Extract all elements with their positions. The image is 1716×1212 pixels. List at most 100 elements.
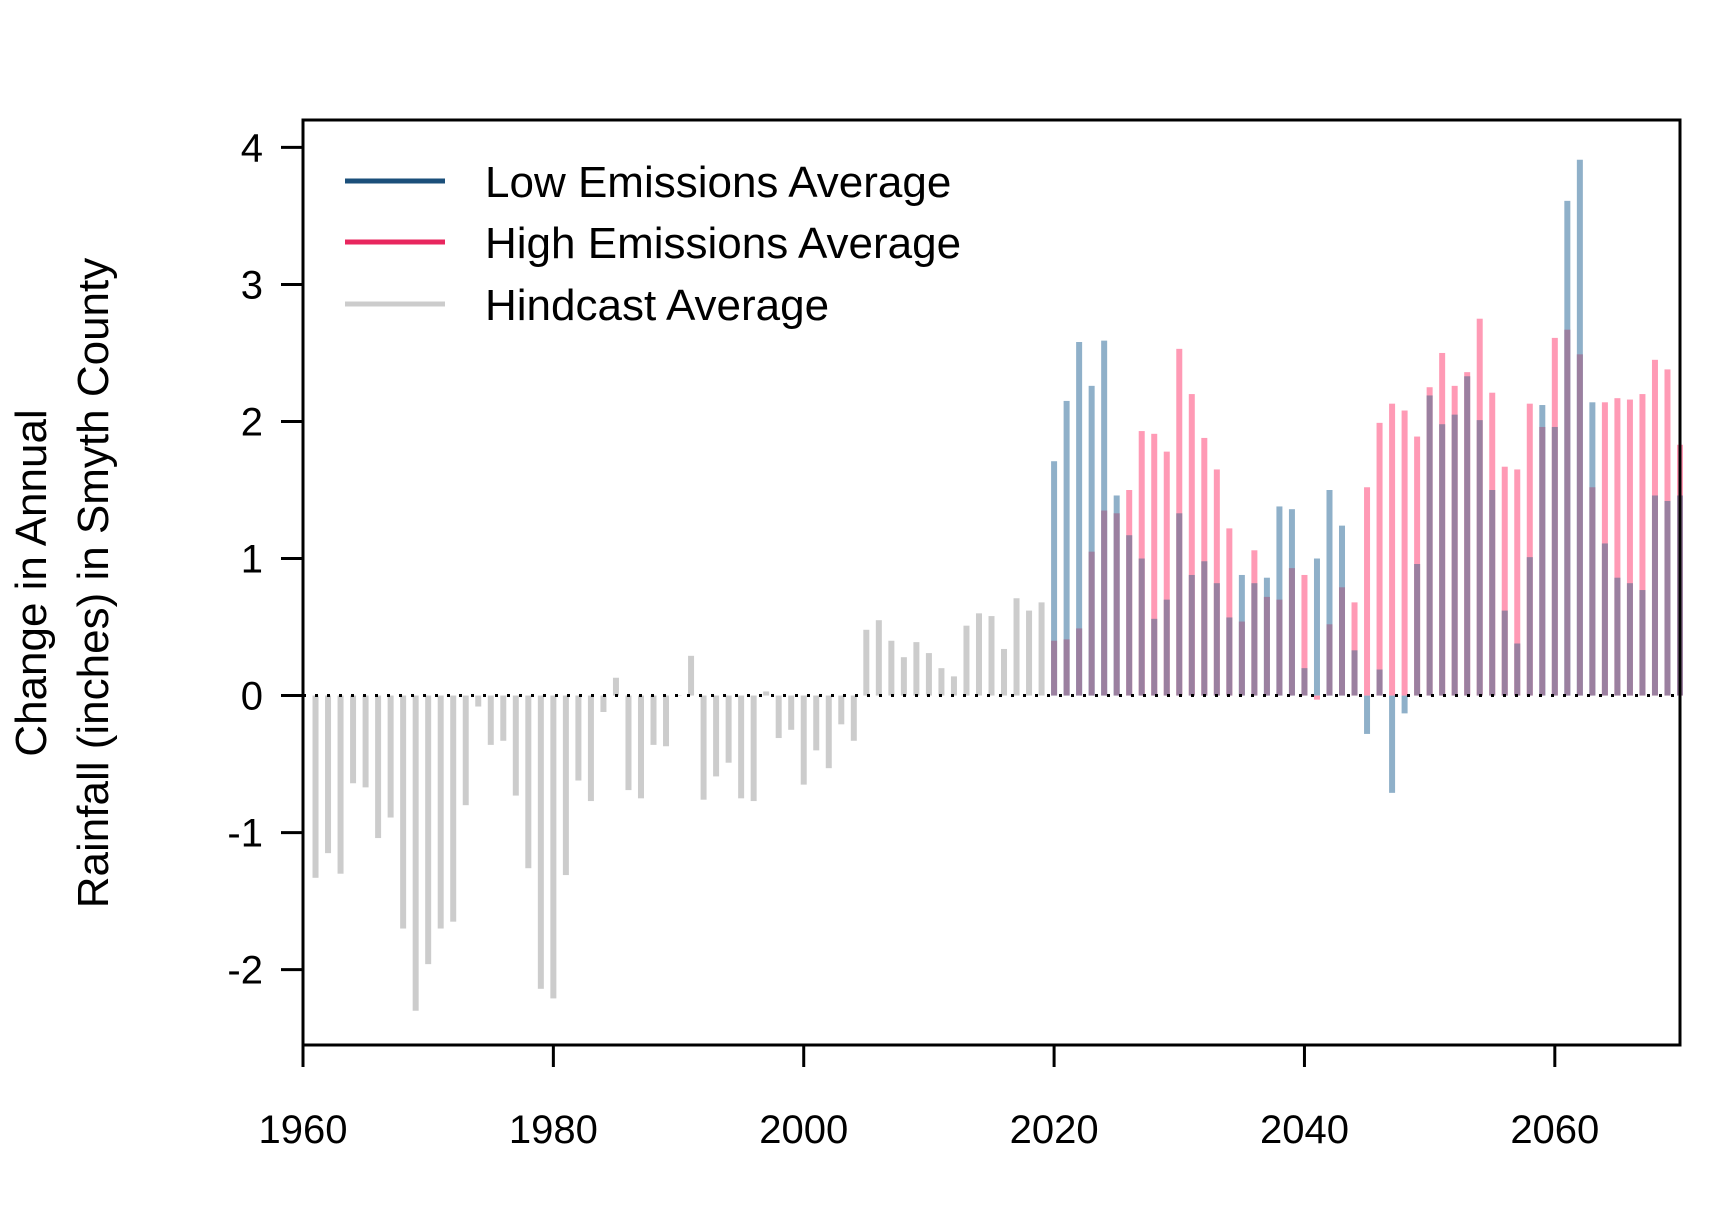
- low-emissions-bar: [1051, 461, 1058, 696]
- hindcast-bar: [512, 695, 519, 796]
- hindcast-bar: [925, 653, 932, 696]
- hindcast-bar: [487, 695, 494, 745]
- low-emissions-bar: [1401, 695, 1408, 714]
- overlap-bar: [1213, 583, 1220, 696]
- overlap-bar: [1076, 628, 1083, 696]
- x-tick-label: 2060: [1510, 1108, 1599, 1152]
- overlap-bar: [1539, 426, 1546, 696]
- hindcast-bar: [500, 695, 507, 741]
- hindcast-bar: [963, 625, 970, 696]
- high-emissions-bar: [1163, 451, 1170, 696]
- low-emissions-bar: [1364, 695, 1371, 734]
- overlap-bar: [1188, 574, 1195, 696]
- x-tick-label: 1980: [509, 1108, 598, 1152]
- hindcast-bar: [900, 657, 907, 696]
- hindcast-bar: [738, 695, 745, 799]
- overlap-bar: [1414, 564, 1421, 696]
- low-emissions-bar: [1326, 490, 1333, 696]
- hindcast-bar: [575, 695, 582, 781]
- overlap-bar: [1589, 487, 1596, 696]
- hindcast-bar: [625, 695, 632, 791]
- overlap-bar: [1451, 414, 1458, 696]
- overlap-bar: [1576, 354, 1583, 696]
- hindcast-bar: [1026, 610, 1033, 696]
- hindcast-bar: [475, 695, 482, 707]
- hindcast-bar: [938, 668, 945, 696]
- hindcast-bar: [362, 695, 369, 788]
- overlap-bar: [1138, 558, 1145, 696]
- low-emissions-bar: [1313, 558, 1320, 696]
- hindcast-bar: [337, 695, 344, 874]
- hindcast-bar: [425, 695, 432, 965]
- low-emissions-bar: [1063, 400, 1070, 696]
- overlap-bar: [1651, 495, 1658, 696]
- y-tick-label: 0: [241, 675, 263, 719]
- hindcast-bar: [838, 695, 845, 725]
- overlap-bar: [1376, 669, 1383, 696]
- hindcast-bar: [1001, 648, 1008, 696]
- y-tick-label: 1: [241, 538, 263, 582]
- high-emissions-bar: [1364, 487, 1371, 696]
- hindcast-bar: [775, 695, 782, 739]
- hindcast-bar: [888, 640, 895, 696]
- high-emissions-bar: [1626, 399, 1633, 696]
- plot-frame: [301, 118, 1682, 1047]
- overlap-bar: [1639, 590, 1646, 696]
- x-tick-label: 2000: [759, 1108, 848, 1152]
- hindcast-bar: [950, 676, 957, 696]
- overlap-bar: [1626, 583, 1633, 696]
- hindcast-bar: [550, 695, 557, 999]
- overlap-bar: [1163, 599, 1170, 696]
- hindcast-bar: [1013, 598, 1020, 696]
- high-emissions-bar: [1188, 394, 1195, 696]
- y-tick-label: 4: [241, 126, 263, 170]
- high-emissions-bar: [1526, 403, 1533, 696]
- hindcast-bar: [600, 695, 607, 712]
- x-tick-label: 2020: [1010, 1108, 1099, 1152]
- overlap-bar: [1088, 551, 1095, 696]
- overlap-bar: [1551, 426, 1558, 696]
- high-emissions-bar: [1151, 433, 1158, 696]
- hindcast-bar: [750, 695, 757, 802]
- hindcast-bars: [312, 598, 1045, 1011]
- overlap-bar: [1201, 561, 1208, 696]
- hindcast-bar: [700, 695, 707, 800]
- overlap-bar: [1226, 617, 1233, 696]
- high-emissions-bar: [1389, 403, 1396, 696]
- high-emissions-bar: [1213, 469, 1220, 696]
- hindcast-bar: [663, 695, 670, 747]
- overlap-bar: [1614, 577, 1621, 696]
- hindcast-bar: [562, 695, 569, 876]
- overlap-bar: [1664, 500, 1671, 696]
- hindcast-bar: [350, 695, 357, 784]
- hindcast-bar: [612, 677, 619, 696]
- overlap-bar: [1476, 420, 1483, 696]
- hindcast-bar: [688, 655, 695, 696]
- hindcast-bar: [725, 695, 732, 763]
- overlap-bar: [1276, 599, 1283, 696]
- overlap-bar: [1301, 668, 1308, 696]
- hindcast-bar: [537, 695, 544, 989]
- hindcast-bar: [650, 695, 657, 745]
- hindcast-bar: [1038, 602, 1045, 696]
- x-tick-label: 2040: [1260, 1108, 1349, 1152]
- overlap-bar: [1113, 513, 1120, 696]
- hindcast-bar: [437, 695, 444, 929]
- hindcast-bar: [988, 616, 995, 696]
- overlap-bar: [1251, 583, 1258, 696]
- low-emissions-bar: [1389, 695, 1396, 793]
- overlap-bar: [1339, 587, 1346, 696]
- high-emissions-bar: [1401, 410, 1408, 696]
- legend-label-hindcast: Hindcast Average: [485, 281, 829, 330]
- overlap-bar: [1176, 513, 1183, 696]
- overlap-bar: [1101, 510, 1108, 696]
- hindcast-bar: [637, 695, 644, 799]
- overlap-bar: [1489, 490, 1496, 696]
- overlap-bar: [1151, 618, 1158, 696]
- y-axis-label-line1: Change in Annual: [7, 409, 56, 756]
- hindcast-bar: [813, 695, 820, 751]
- projection-bars: [1051, 159, 1683, 793]
- hindcast-bar: [675, 695, 682, 697]
- hindcast-bar: [325, 695, 332, 854]
